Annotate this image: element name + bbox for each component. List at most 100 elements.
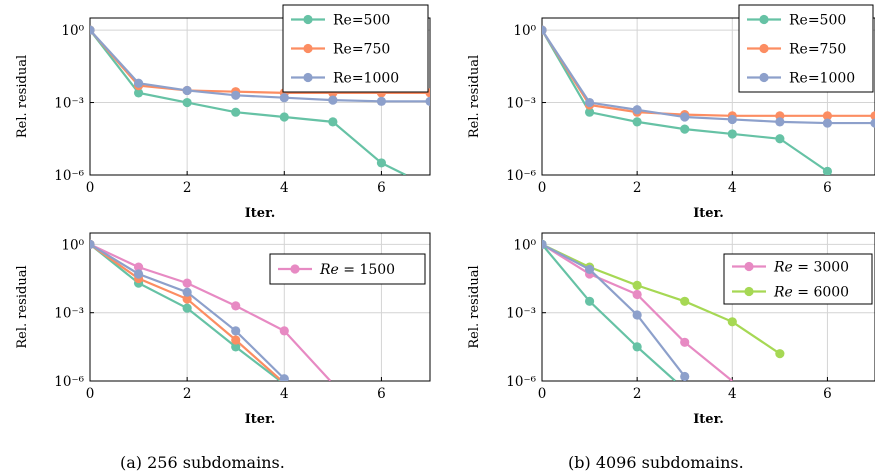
x-tick-label: 6 [377,386,386,402]
plot-frame [541,17,875,176]
chart-panel-4: 0 2 4 6 10⁰ 10⁻³ 10⁻⁶ Iter. Rel. residual Re = 30… [467,232,875,427]
chart-panel-3: 0 2 4 6 10⁰ 10⁻³ 10⁻⁶ Iter. Rel. residual Re = 15… [15,232,431,427]
x-tick-label: 2 [183,386,192,402]
y-axis-label: Rel. residual [15,265,30,348]
x-tick-label: 2 [183,180,192,196]
series-group [542,25,875,175]
legend-swatch-marker [303,14,313,25]
x-tick-label: 4 [280,386,289,402]
x-axis-label: Iter. [245,412,276,427]
x-axis-label: Iter. [693,206,724,221]
plot-frame [541,232,875,382]
x-tick-label: 6 [823,386,832,402]
x-axis-label: Iter. [245,206,276,221]
series-line-3 [90,29,430,103]
data-point [632,105,642,115]
data-point [727,317,737,327]
series-line-2 [90,29,430,94]
series-line-3 [542,243,676,381]
data-point [376,96,387,106]
x-tick-label: 6 [377,180,386,196]
data-point [542,239,547,249]
data-point [133,269,144,279]
legend-swatch-marker [744,261,754,272]
y-tick-label: 10⁰ [61,237,84,253]
data-point [727,114,737,125]
data-point [775,349,785,359]
data-point [680,124,690,134]
y-tick-label: 10⁻³ [54,306,84,322]
y-axis-label: Rel. residual [467,55,482,138]
legend-entry: Re=500 [333,13,390,29]
legend-entry: Re=500 [789,13,846,29]
data-point [182,294,192,304]
data-point [231,335,241,345]
data-point [376,158,387,168]
data-point [727,129,737,139]
data-point [632,280,642,290]
legend-entry: Re=1000 [333,71,399,87]
plot-frame [89,232,431,382]
legend-entry: Re=1000 [789,71,855,87]
legend-swatch-marker [303,43,313,54]
data-point [584,264,595,275]
y-tick-label: 10⁰ [61,23,84,39]
x-tick-label: 4 [280,180,289,196]
data-point [328,95,338,105]
data-point [822,111,833,121]
data-point [584,107,595,117]
data-point [231,326,241,336]
legend: Re=500 Re=750 Re=1000 [282,4,429,93]
data-point [584,97,595,108]
data-point [632,117,642,127]
x-tick-label: 0 [538,386,547,402]
series-line-1 [90,29,407,175]
x-tick-label: 2 [633,180,642,196]
data-point [542,25,547,35]
data-point [182,85,192,96]
caption-left: (a) 256 subdomains. [120,453,285,472]
data-point [632,289,642,300]
data-point [822,166,833,175]
x-tick-label: 4 [728,180,737,196]
data-point [90,25,95,35]
legend-swatch-marker [759,43,769,54]
data-point [279,93,289,103]
legend-swatch-marker [303,72,313,83]
legend: Re = 1500 [269,253,426,285]
y-tick-label: 10⁰ [513,237,536,253]
data-point [231,107,241,117]
x-tick-label: 0 [86,386,95,402]
panels: 0 2 4 6 10⁰ 10⁻³ 10⁻⁶ Iter. Rel. residual Re=500 R… [15,4,875,427]
legend-entry: Re = 1500 [319,262,395,278]
data-point [870,118,875,128]
data-point [133,88,144,98]
data-point [231,342,241,352]
data-point [632,342,642,352]
y-tick-label: 10⁻⁶ [506,374,536,390]
y-tick-label: 10⁻⁶ [54,374,84,390]
data-point [632,310,642,320]
data-point [870,111,875,121]
data-point [279,326,289,336]
y-tick-label: 10⁰ [513,23,536,39]
x-tick-label: 4 [728,386,737,402]
legend-entry: Re=750 [789,42,846,58]
legend-swatch-marker [744,286,754,297]
legend-swatch-marker [759,72,769,83]
legend-swatch-marker [759,14,769,25]
data-point [133,78,144,88]
caption-right: (b) 4096 subdomains. [568,453,744,472]
y-tick-label: 10⁻⁶ [506,168,536,184]
data-point [182,303,192,313]
data-point [680,371,690,381]
data-point [231,90,241,100]
data-point [231,301,241,311]
x-tick-label: 6 [823,180,832,196]
series-line-3 [542,29,875,125]
series-line-4 [542,243,686,378]
legend-swatch-marker [290,264,300,274]
legend: Re=500 Re=750 Re=1000 [738,4,874,93]
